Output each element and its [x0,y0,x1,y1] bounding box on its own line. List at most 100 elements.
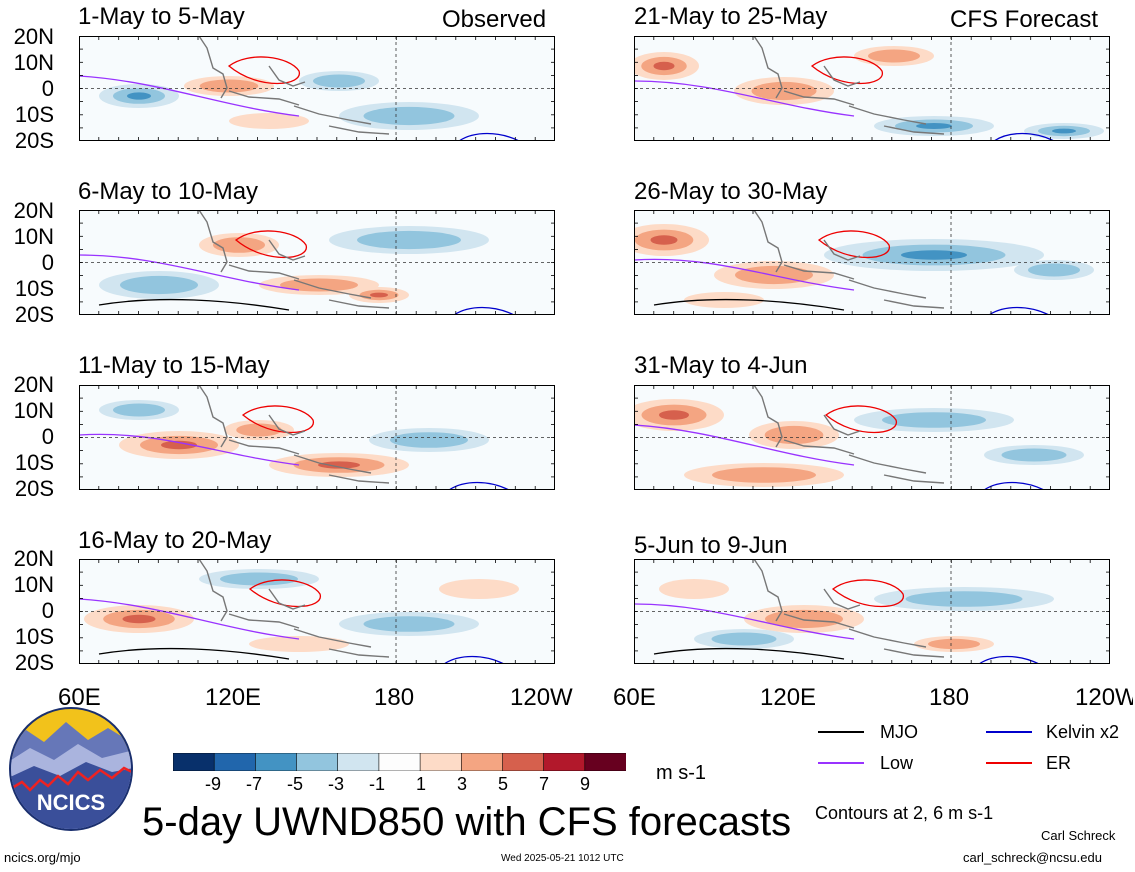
colorbar-swatch [337,752,380,772]
lon-label-left: 120E [205,684,262,711]
contour-low [634,80,855,117]
contour-er [810,56,883,85]
lat-label: 10N [13,224,54,249]
colorbar-swatch [543,752,586,772]
colorbar-swatch [419,752,463,772]
lon-label-right: 120W [1075,686,1133,710]
site-link[interactable]: ncics.org/mjo [4,850,81,865]
contour-kelvin [458,132,520,141]
anomaly-shading [901,250,967,260]
coastline [753,210,945,309]
colorbar [172,752,627,772]
legend-label-low: Low [880,753,914,773]
anomaly-shading [318,461,360,469]
map-panel-right-3 [634,385,1110,490]
lat-label: 20N [13,546,54,571]
lat-label: 20N [13,24,54,49]
colorbar-swatch [502,752,545,772]
lat-label: 0 [41,598,54,623]
anomaly-shading [712,467,816,483]
contour-er [831,579,904,608]
lat-label: 10N [13,50,54,75]
map-panel-right-1 [634,36,1110,141]
panel-title-right-3: 31-May to 4-Jun [634,352,808,379]
panel-title-right-2: 26-May to 30-May [634,178,828,205]
panel-title-left-2: 6-May to 10-May [78,178,259,205]
anomaly-shading [122,614,156,624]
colorbar-label: 9 [579,774,590,794]
anomaly-shading [711,632,777,646]
contour-er [817,230,890,259]
anomaly-shading [390,432,468,448]
anomaly-shading [1052,128,1076,134]
anomaly-shading [313,74,365,88]
contour-kelvin [443,655,505,664]
anomaly-shading [1001,448,1067,462]
colorbar-label: -9 [204,774,221,794]
contour-low [79,598,300,640]
anomaly-shading [113,403,165,417]
contour-mjo [98,298,290,311]
author-name: Carl Schreck [1041,828,1116,843]
contour-low [634,424,855,466]
anomaly-shading [213,237,265,253]
lat-label: 20N [13,198,54,223]
map-panel-left-2 [79,210,555,315]
legend-line-kelvin [986,731,1032,733]
anomaly-shading [650,235,678,245]
contour-low [79,254,300,291]
contour-low [79,75,300,117]
lon-label-left: 180 [374,684,415,711]
panel-title-left-4: 16-May to 20-May [78,527,272,554]
logo-text: NCICS [37,790,105,815]
lon-label-right: 180 [929,684,970,711]
coastline [753,559,945,658]
lat-label: 20N [13,372,54,397]
colorbar-swatch [255,752,298,772]
colorbar-swatch [213,752,257,772]
panel-title-left-3: 11-May to 15-May [78,352,270,379]
map-panel-left-3 [79,385,555,490]
contour-low [79,433,300,466]
colorbar-swatch [172,752,216,772]
lon-label-right: 120E [760,684,817,711]
anomaly-shading [120,275,198,295]
lat-label: 10S [14,624,54,649]
ncics-logo[interactable]: NCICS [8,706,134,832]
colorbar-label: 3 [456,774,467,794]
anomaly-shading [868,49,920,63]
anomaly-shading [916,123,952,129]
contour-kelvin [983,481,1045,490]
coastline [198,559,390,658]
lat-label: 10S [14,450,54,475]
contour-mjo [98,647,290,660]
contour-low [634,603,855,640]
lat-label: 10S [14,102,54,127]
anomaly-shading [659,410,689,420]
contour-kelvin [448,481,510,490]
anomaly-shading [357,230,461,250]
colorbar-label: -1 [368,774,385,794]
anomaly-shading [363,106,455,126]
lat-label: 10N [13,398,54,423]
colorbar-label: 7 [538,774,549,794]
lat-label: 10N [13,572,54,597]
anomaly-shading [439,579,519,599]
lon-label-left: 60E [58,684,101,711]
colorbar-swatch [584,752,627,772]
coastline [198,36,390,135]
legend-line-low [818,762,864,764]
colorbar-units: m s-1 [656,762,706,784]
lat-label: 20S [14,302,54,327]
author-email[interactable]: carl_schreck@ncsu.edu [963,850,1102,865]
contour-kelvin [978,655,1040,664]
forecast-header: CFS Forecast [950,6,1099,33]
colorbar-swatch [460,752,504,772]
coastline [198,210,390,309]
lon-label-left: 120W [510,684,573,711]
contour-low [634,258,855,291]
anomaly-shading [905,591,1023,607]
colorbar-label: -3 [327,774,344,794]
anomaly-shading [1028,263,1080,277]
main-title: 5-day UWND850 with CFS forecasts [142,800,792,844]
